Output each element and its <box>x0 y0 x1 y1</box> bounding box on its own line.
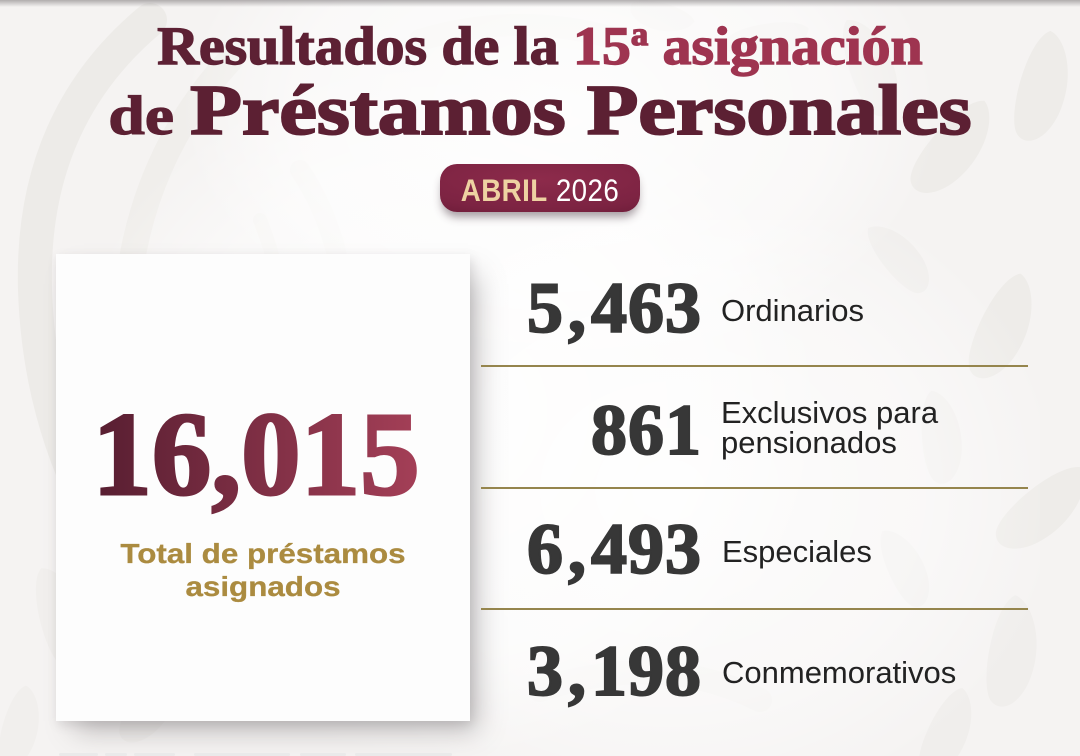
svg-text:16,015: 16,015 <box>92 388 419 517</box>
